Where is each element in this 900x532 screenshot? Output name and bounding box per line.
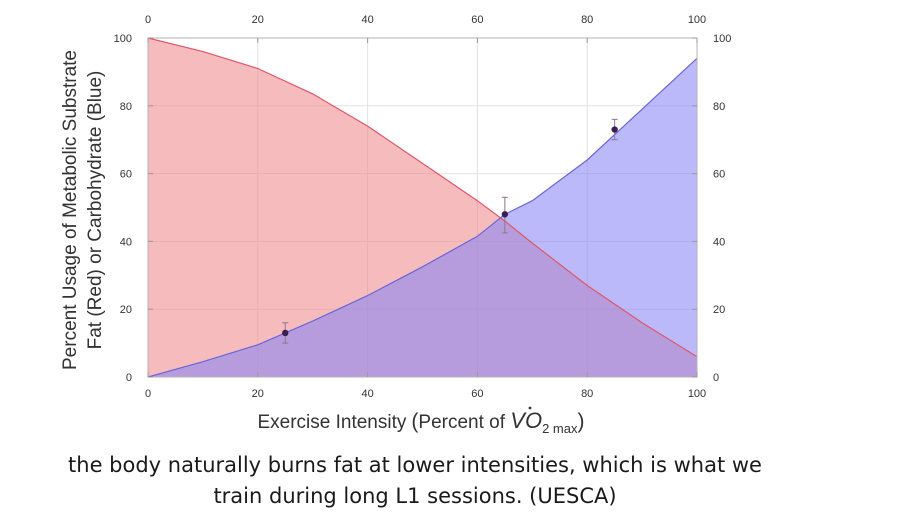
area-fills bbox=[148, 38, 697, 378]
vo2-dot-accent bbox=[528, 406, 532, 410]
x-tick-label-bottom-20: 20 bbox=[252, 388, 264, 400]
y-tick-label-right-80: 80 bbox=[713, 101, 725, 113]
y-axis-title-line1: Percent Usage of Metabolic Substrate bbox=[60, 50, 81, 370]
y-tick-label-right-20: 20 bbox=[713, 304, 725, 316]
y-tick-label-right-40: 40 bbox=[713, 236, 725, 248]
x-axis-title-prefix: Exercise Intensity bbox=[257, 412, 406, 433]
y-tick-label-left-0: 0 bbox=[126, 372, 132, 384]
y-axis-title-line2: Fat (Red) or Carbohydrate (Blue) bbox=[85, 71, 106, 350]
x-axis-title-vo2-o: O bbox=[525, 408, 542, 433]
x-tick-label-top-80: 80 bbox=[581, 14, 593, 26]
y-tick-label-right-100: 100 bbox=[713, 33, 731, 45]
plot-frame bbox=[147, 37, 698, 378]
x-axis-title-vo2-v: V bbox=[510, 408, 527, 433]
data-points bbox=[282, 118, 618, 344]
data-point-0 bbox=[282, 329, 289, 337]
x-axis-title: Exercise Intensity (Percent of VO2 max) bbox=[257, 408, 584, 436]
y-tick-label-left-60: 60 bbox=[120, 169, 132, 181]
y-tick-label-left-100: 100 bbox=[114, 33, 132, 45]
x-tick-label-bottom-40: 40 bbox=[361, 388, 373, 400]
series-area-1 bbox=[148, 58, 697, 378]
x-tick-label-bottom-100: 100 bbox=[688, 388, 706, 400]
x-tick-label-bottom-80: 80 bbox=[581, 388, 593, 400]
data-point-2 bbox=[611, 126, 618, 133]
axis-ticks: 0 20 40 60 80 100 0 20 40 60 80 100 0 20 40 60 80 100 0 20 4… bbox=[114, 14, 732, 400]
y-tick-label-left-40: 40 bbox=[120, 236, 132, 248]
x-axis-title-paren: Percent of bbox=[418, 412, 510, 433]
caption-line-1: the body naturally burns fat at lower in… bbox=[68, 453, 762, 477]
caption: the body naturally burns fat at lower in… bbox=[0, 450, 830, 512]
y-tick-label-right-0: 0 bbox=[713, 372, 719, 384]
x-tick-label-top-40: 40 bbox=[361, 14, 373, 26]
x-tick-label-top-100: 100 bbox=[688, 14, 706, 26]
x-axis-title-vo2-sub: 2 max bbox=[542, 421, 578, 436]
y-tick-label-left-80: 80 bbox=[120, 101, 132, 113]
y-tick-label-right-60: 60 bbox=[713, 169, 725, 181]
metabolic-substrate-chart: 0 20 40 60 80 100 0 20 40 60 80 100 0 20 40 60 80 100 0 20 4… bbox=[60, 14, 732, 436]
x-tick-label-top-60: 60 bbox=[471, 14, 483, 26]
x-tick-label-top-20: 20 bbox=[252, 14, 264, 26]
x-tick-label-bottom-60: 60 bbox=[471, 388, 483, 400]
y-tick-label-left-20: 20 bbox=[120, 304, 132, 316]
x-tick-label-bottom-0: 0 bbox=[145, 388, 151, 400]
data-point-1 bbox=[501, 211, 509, 218]
caption-line-2: train during long L1 sessions. (UESCA) bbox=[213, 484, 617, 508]
series-line-0 bbox=[147, 37, 698, 358]
x-tick-label-top-0: 0 bbox=[145, 14, 151, 26]
series-lines bbox=[147, 37, 698, 378]
series-line-1 bbox=[147, 57, 698, 378]
